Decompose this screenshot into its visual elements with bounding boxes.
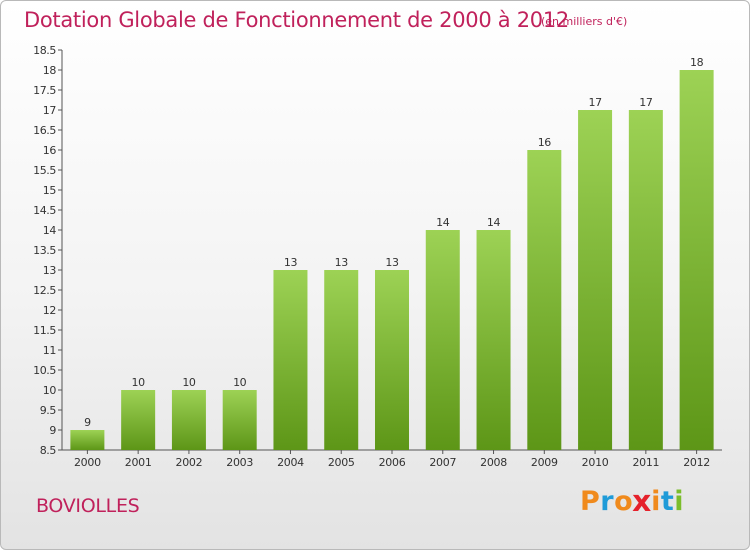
bar (222, 390, 257, 450)
chart-data-labels: 9 10 10 10 13 13 13 14 14 16 17 17 18 (84, 56, 704, 429)
bar-data-label: 14 (436, 216, 450, 229)
x-tick-label: 2012 (683, 456, 710, 469)
logo-letter: r (600, 486, 615, 517)
y-tick-label: 11.5 (33, 324, 56, 337)
y-tick-label: 12.5 (33, 284, 56, 297)
bar-data-label: 14 (487, 216, 501, 229)
x-tick-label: 2002 (176, 456, 203, 469)
bar (171, 390, 206, 450)
bar-data-label: 10 (233, 376, 247, 389)
logo-letter: t (660, 486, 675, 517)
bar-data-label: 13 (284, 256, 298, 269)
y-tick-label: 14.5 (33, 204, 56, 217)
y-tick-label: 18 (43, 64, 57, 77)
bar-data-label: 10 (132, 376, 146, 389)
commune-name: BOVIOLLES (36, 495, 140, 517)
y-tick-label: 9 (49, 424, 56, 437)
x-tick-label: 2011 (632, 456, 659, 469)
bar (476, 230, 511, 450)
x-tick-label: 2008 (480, 456, 507, 469)
bar (628, 110, 663, 450)
x-tick-label: 2005 (328, 456, 355, 469)
y-tick-label: 11 (43, 344, 56, 357)
bar (578, 110, 613, 450)
logo-letter: x (632, 484, 653, 519)
bar (70, 430, 105, 450)
bar-data-label: 13 (385, 256, 399, 269)
logo-letter: i (674, 486, 685, 517)
y-tick-label: 9.5 (40, 404, 57, 417)
bar-data-label: 10 (182, 376, 196, 389)
logo-letter: i (651, 486, 661, 517)
bar (679, 70, 714, 450)
y-tick-label: 10.5 (33, 364, 56, 377)
y-tick-label: 12 (43, 304, 56, 317)
bar (324, 270, 359, 450)
bar (273, 270, 308, 450)
y-tick-label: 13 (43, 264, 57, 277)
logo-letter: o (614, 486, 634, 517)
y-tick-label: 8.5 (40, 444, 57, 457)
bar-data-label: 16 (538, 136, 552, 149)
y-tick-label: 15 (43, 184, 57, 197)
bar (425, 230, 460, 450)
chart-title: Dotation Globale de Fonctionnement de 20… (24, 8, 569, 32)
proxiti-logo[interactable]: Proxiti (580, 484, 685, 519)
y-tick-label: 17 (43, 104, 57, 117)
bar (375, 270, 409, 450)
x-tick-label: 2007 (429, 456, 456, 469)
bar-data-label: 13 (335, 256, 349, 269)
bar (527, 150, 562, 450)
y-tick-label: 14 (43, 224, 57, 237)
y-tick-label: 15.5 (33, 164, 56, 177)
x-tick-label: 2004 (277, 456, 304, 469)
y-tick-label: 13.5 (33, 244, 56, 257)
bar-data-label: 17 (639, 96, 653, 109)
y-tick-label: 10 (43, 384, 57, 397)
x-tick-label: 2006 (379, 456, 406, 469)
x-tick-label: 2003 (226, 456, 253, 469)
chart-bars (70, 70, 714, 450)
y-tick-label: 18.5 (33, 44, 56, 57)
x-tick-label: 2000 (74, 456, 101, 469)
x-tick-label: 2009 (531, 456, 558, 469)
bar-data-label: 17 (588, 96, 602, 109)
y-tick-label: 16 (43, 144, 57, 157)
logo-letter: P (580, 486, 601, 517)
y-tick-label: 16.5 (33, 124, 56, 137)
bar-data-label: 9 (84, 416, 91, 429)
bar (121, 390, 156, 450)
x-tick-label: 2001 (125, 456, 152, 469)
x-tick-label: 2010 (582, 456, 609, 469)
bar-data-label: 18 (690, 56, 704, 69)
y-tick-label: 17.5 (33, 84, 56, 97)
chart-subtitle: (en milliers d'€) (541, 15, 628, 28)
